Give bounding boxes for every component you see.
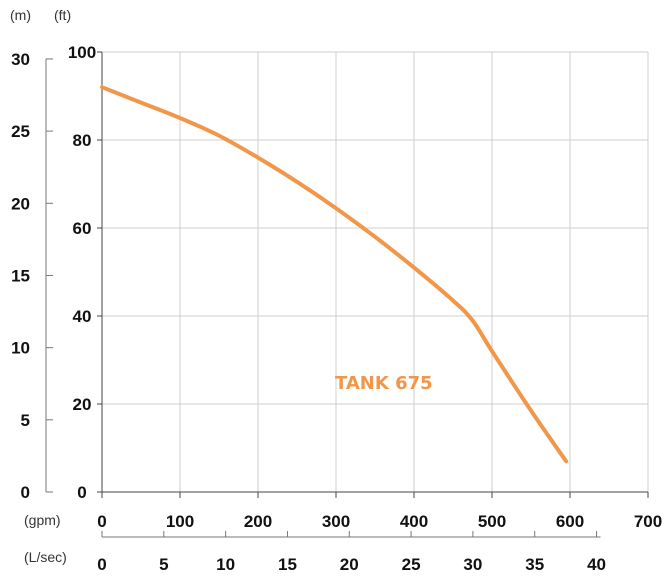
gpm-tick-200: 200 (244, 512, 272, 531)
gpm-tick-300: 300 (322, 512, 350, 531)
lsec-tick-0: 0 (97, 555, 106, 574)
gpm-tick-400: 400 (400, 512, 428, 531)
series-line-tank-675 (100, 85, 569, 464)
m-tick-5: 5 (21, 411, 30, 430)
series-curves (100, 85, 569, 464)
gpm-tick-0: 0 (97, 512, 106, 531)
chart-axes (45, 51, 649, 538)
unit-label-lsec: (L/sec) (24, 549, 67, 565)
ft-tick-20: 20 (73, 395, 92, 414)
lsec-tick-30: 30 (463, 555, 482, 574)
ft-tick-60: 60 (73, 219, 92, 238)
m-tick-25: 25 (11, 122, 30, 141)
grid-lines (102, 51, 649, 492)
m-tick-20: 20 (11, 194, 30, 213)
gpm-tick-600: 600 (556, 512, 584, 531)
gpm-tick-100: 100 (166, 512, 194, 531)
lsec-tick-25: 25 (402, 555, 421, 574)
ft-tick-80: 80 (73, 131, 92, 150)
lsec-tick-5: 5 (159, 555, 168, 574)
ft-tick-100: 100 (68, 43, 96, 62)
unit-label-m: (m) (10, 7, 31, 23)
m-tick-30: 30 (11, 50, 30, 69)
lsec-tick-20: 20 (340, 555, 359, 574)
lsec-tick-10: 10 (216, 555, 235, 574)
lsec-tick-15: 15 (278, 555, 297, 574)
unit-label-gpm: (gpm) (24, 512, 61, 528)
ft-tick-40: 40 (73, 307, 92, 326)
m-tick-10: 10 (11, 339, 30, 358)
lsec-tick-35: 35 (525, 555, 544, 574)
gpm-tick-500: 500 (478, 512, 506, 531)
m-tick-15: 15 (11, 266, 30, 285)
lsec-tick-40: 40 (587, 555, 606, 574)
m-tick-0: 0 (21, 483, 30, 502)
series-label-tank-675: TANK 675 (335, 373, 433, 394)
ft-tick-0: 0 (77, 483, 86, 502)
unit-label-ft: (ft) (54, 7, 71, 23)
gpm-tick-700: 700 (634, 512, 662, 531)
